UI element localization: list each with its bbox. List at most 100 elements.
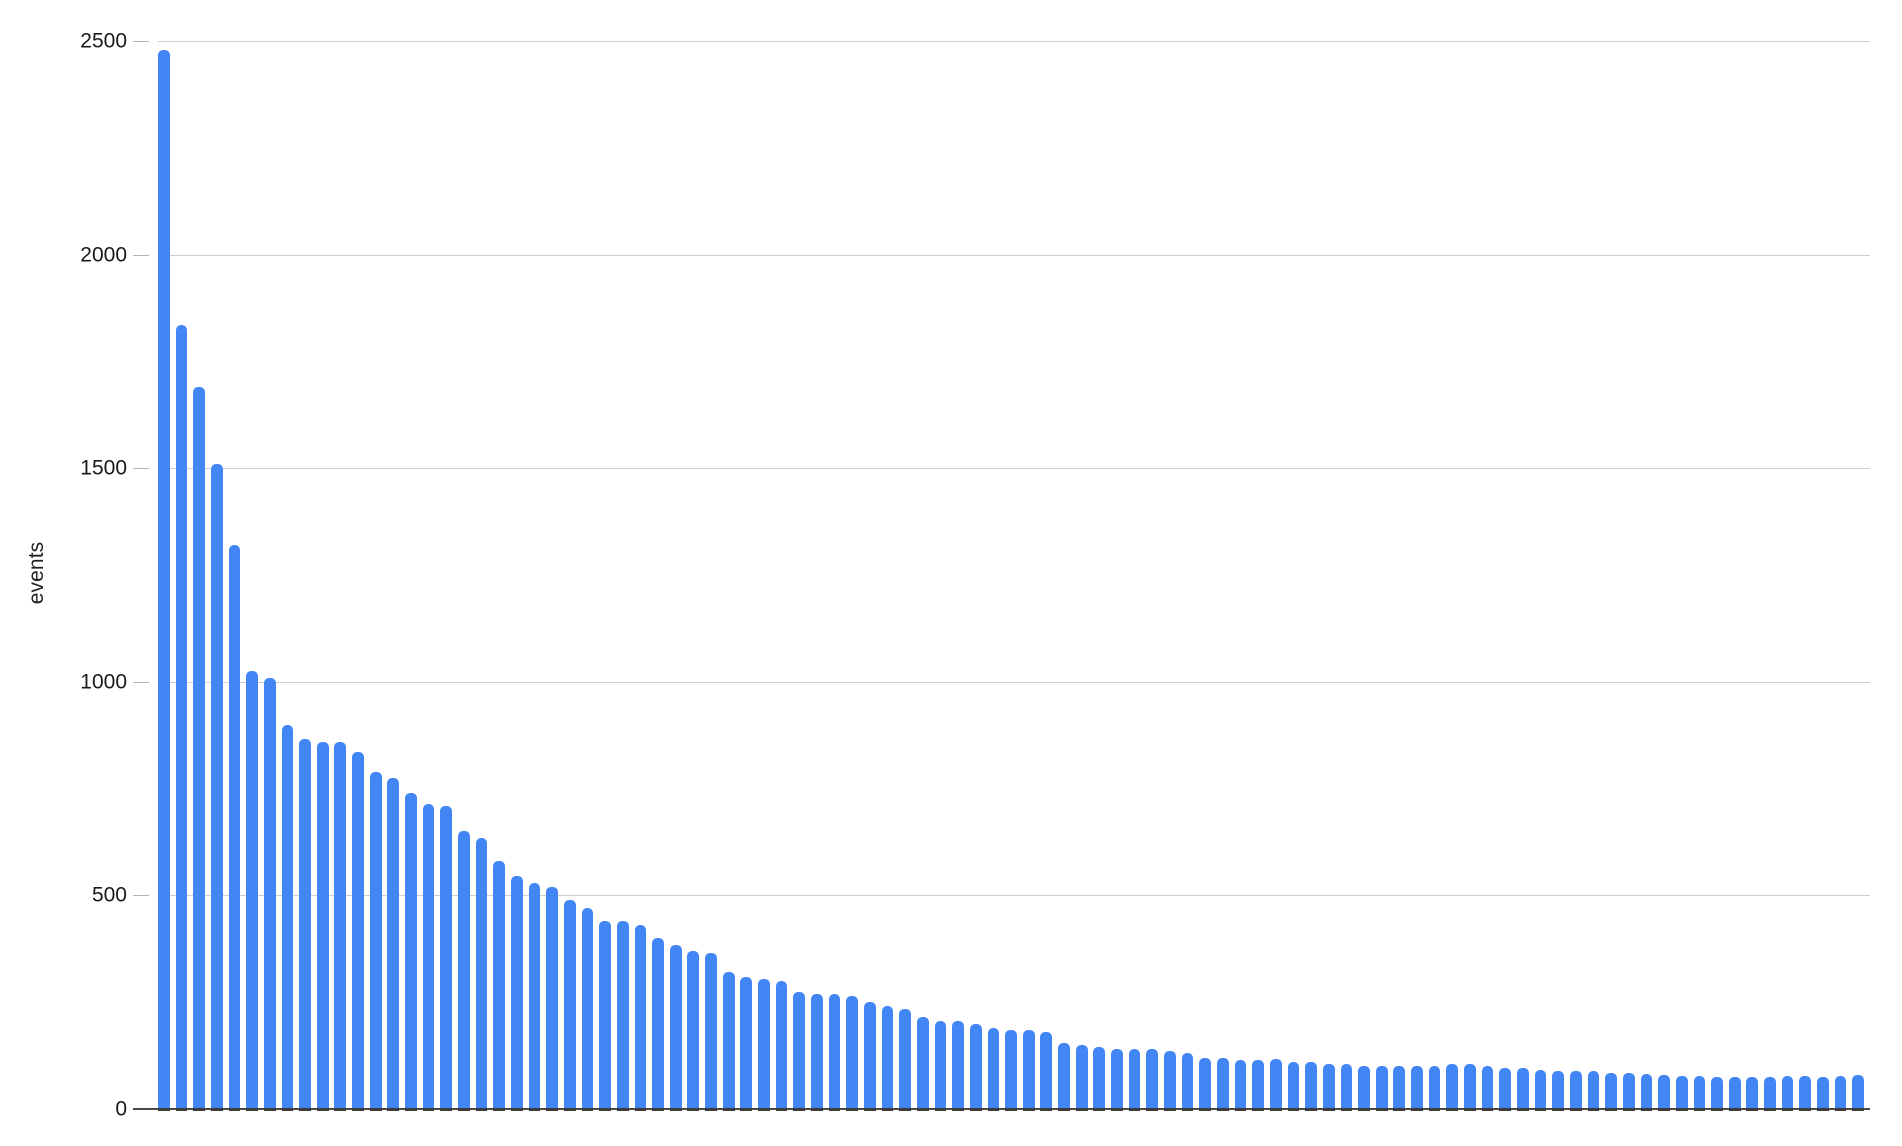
bar[interactable] xyxy=(934,1021,947,1109)
bar[interactable] xyxy=(563,899,576,1109)
bar[interactable] xyxy=(493,861,506,1109)
bar[interactable] xyxy=(1587,1071,1600,1109)
x-tick-mark xyxy=(1322,1108,1335,1111)
bar[interactable] xyxy=(846,995,859,1109)
bar[interactable] xyxy=(775,980,788,1109)
bar[interactable] xyxy=(793,991,806,1109)
bar[interactable] xyxy=(634,925,647,1109)
bar[interactable] xyxy=(1022,1029,1035,1109)
bar[interactable] xyxy=(387,777,400,1109)
bar[interactable] xyxy=(1164,1051,1176,1109)
bar[interactable] xyxy=(422,803,435,1109)
bar[interactable] xyxy=(546,886,559,1109)
bar[interactable] xyxy=(1058,1042,1070,1109)
bar[interactable] xyxy=(1746,1076,1759,1109)
bar[interactable] xyxy=(1252,1059,1264,1109)
bar[interactable] xyxy=(952,1021,964,1109)
bar[interactable] xyxy=(210,463,223,1109)
bar[interactable] xyxy=(263,677,276,1109)
bar[interactable] xyxy=(616,921,629,1109)
bar[interactable] xyxy=(652,938,664,1109)
bar[interactable] xyxy=(1287,1062,1300,1109)
bar[interactable] xyxy=(193,387,206,1109)
bar[interactable] xyxy=(1146,1049,1159,1109)
bar[interactable] xyxy=(1799,1075,1812,1109)
bar[interactable] xyxy=(811,993,823,1109)
bar[interactable] xyxy=(1834,1075,1847,1109)
bar[interactable] xyxy=(1305,1062,1317,1109)
bar[interactable] xyxy=(758,978,770,1109)
bar[interactable] xyxy=(1322,1064,1335,1109)
bar[interactable] xyxy=(158,49,170,1109)
bar[interactable] xyxy=(316,741,329,1109)
bar[interactable] xyxy=(1675,1075,1688,1109)
bar[interactable] xyxy=(987,1027,1000,1109)
bar[interactable] xyxy=(1040,1032,1053,1109)
bar[interactable] xyxy=(1534,1069,1547,1109)
bar[interactable] xyxy=(1446,1064,1459,1109)
bar[interactable] xyxy=(440,805,453,1109)
bar[interactable] xyxy=(246,671,258,1109)
bar[interactable] xyxy=(1481,1066,1494,1109)
bar[interactable] xyxy=(1111,1049,1123,1109)
bar[interactable] xyxy=(1199,1057,1212,1109)
bar[interactable] xyxy=(1216,1057,1229,1109)
bar[interactable] xyxy=(1569,1070,1582,1109)
bar[interactable] xyxy=(1640,1073,1653,1109)
bar[interactable] xyxy=(1711,1076,1723,1109)
bar[interactable] xyxy=(1658,1074,1670,1109)
bar[interactable] xyxy=(705,953,717,1109)
bar[interactable] xyxy=(1781,1075,1794,1109)
bar[interactable] xyxy=(969,1023,982,1109)
bar[interactable] xyxy=(687,950,700,1109)
bar[interactable] xyxy=(1358,1066,1370,1109)
y-axis-label-1000: 1000 xyxy=(80,670,127,694)
bar[interactable] xyxy=(299,739,311,1109)
bar[interactable] xyxy=(1499,1068,1512,1109)
bar[interactable] xyxy=(899,1008,911,1109)
bar[interactable] xyxy=(1234,1059,1247,1109)
bar[interactable] xyxy=(1852,1074,1865,1109)
bar[interactable] xyxy=(352,752,364,1109)
bar[interactable] xyxy=(599,921,611,1109)
bar[interactable] xyxy=(458,831,470,1109)
bar[interactable] xyxy=(281,724,294,1109)
bar[interactable] xyxy=(828,993,841,1109)
bar[interactable] xyxy=(1817,1076,1829,1109)
bar[interactable] xyxy=(1181,1053,1194,1109)
bar[interactable] xyxy=(740,976,753,1109)
bar[interactable] xyxy=(863,1002,876,1109)
bar[interactable] xyxy=(1728,1076,1741,1109)
bar[interactable] xyxy=(1552,1070,1565,1109)
bar[interactable] xyxy=(334,741,347,1109)
bar[interactable] xyxy=(528,882,541,1109)
bar[interactable] xyxy=(1005,1029,1017,1109)
bar[interactable] xyxy=(881,1006,894,1109)
bar[interactable] xyxy=(405,792,417,1109)
bar[interactable] xyxy=(1340,1064,1353,1109)
bar[interactable] xyxy=(1428,1066,1441,1109)
bar[interactable] xyxy=(1411,1066,1423,1109)
bar[interactable] xyxy=(369,771,382,1109)
bar[interactable] xyxy=(1693,1075,1706,1109)
bar[interactable] xyxy=(1269,1058,1282,1109)
bar[interactable] xyxy=(510,876,523,1109)
bar[interactable] xyxy=(1393,1066,1406,1109)
bar[interactable] xyxy=(1764,1076,1776,1109)
bar[interactable] xyxy=(1517,1068,1529,1109)
bar[interactable] xyxy=(669,944,682,1109)
bar[interactable] xyxy=(1093,1047,1106,1109)
x-tick-mark xyxy=(334,1108,347,1111)
bar[interactable] xyxy=(916,1017,929,1109)
bar[interactable] xyxy=(1075,1044,1088,1109)
bar[interactable] xyxy=(1375,1066,1388,1109)
bar[interactable] xyxy=(722,972,735,1109)
bar[interactable] xyxy=(1464,1064,1476,1109)
bar[interactable] xyxy=(175,325,188,1109)
bar[interactable] xyxy=(228,545,241,1109)
bar[interactable] xyxy=(1622,1072,1635,1109)
bar[interactable] xyxy=(581,908,594,1109)
bar[interactable] xyxy=(1128,1049,1141,1109)
bar[interactable] xyxy=(475,837,488,1109)
bar[interactable] xyxy=(1605,1072,1617,1109)
